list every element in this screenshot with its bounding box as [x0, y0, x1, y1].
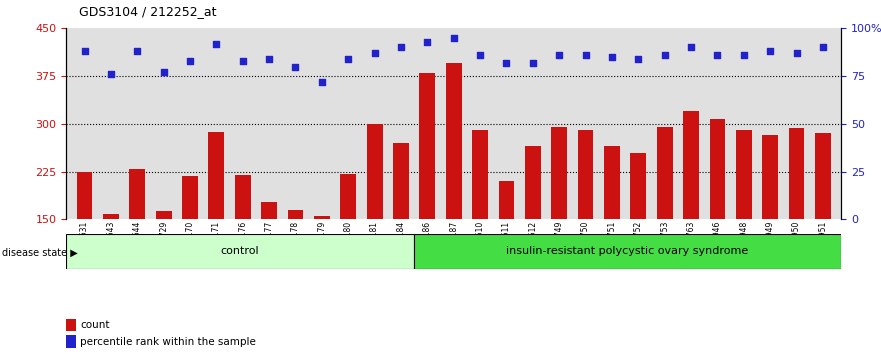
Bar — [578, 130, 594, 219]
Bar — [446, 63, 462, 219]
Bar — [156, 211, 172, 219]
Point — [210, 41, 224, 46]
Point — [684, 45, 698, 50]
Point — [236, 58, 250, 64]
Bar — [366, 124, 382, 219]
Bar — [656, 127, 672, 219]
Text: percentile rank within the sample: percentile rank within the sample — [80, 337, 255, 347]
Point — [262, 56, 276, 62]
Text: GDS3104 / 212252_at: GDS3104 / 212252_at — [79, 5, 217, 18]
Bar — [103, 215, 119, 219]
Point — [605, 54, 619, 60]
Point — [394, 45, 408, 50]
Bar — [413, 234, 841, 269]
Point — [341, 56, 355, 62]
Bar — [66, 234, 413, 269]
Point — [447, 35, 461, 41]
Text: control: control — [220, 246, 259, 256]
Point — [367, 50, 381, 56]
Point — [657, 52, 671, 58]
Bar — [762, 135, 778, 219]
Point — [183, 58, 197, 64]
Bar — [604, 146, 620, 219]
Bar — [472, 130, 488, 219]
Point — [315, 79, 329, 85]
Bar — [261, 202, 277, 219]
Point — [632, 56, 646, 62]
Bar — [182, 176, 198, 219]
Bar — [209, 132, 225, 219]
Point — [500, 60, 514, 65]
Bar — [287, 210, 303, 219]
Bar — [736, 130, 751, 219]
Point — [420, 39, 434, 45]
Bar — [314, 216, 329, 219]
Point — [526, 60, 540, 65]
Text: insulin-resistant polycystic ovary syndrome: insulin-resistant polycystic ovary syndr… — [507, 246, 749, 256]
Bar — [683, 111, 699, 219]
Text: disease state ▶: disease state ▶ — [2, 248, 78, 258]
Point — [710, 52, 724, 58]
Point — [78, 48, 92, 54]
Bar — [631, 153, 647, 219]
Point — [473, 52, 487, 58]
Bar — [340, 173, 356, 219]
Bar — [815, 133, 831, 219]
Point — [130, 48, 144, 54]
Point — [763, 48, 777, 54]
Bar — [77, 172, 93, 219]
Point — [104, 72, 118, 77]
Bar — [419, 73, 435, 219]
Bar — [66, 319, 76, 331]
Bar — [130, 169, 145, 219]
Point — [579, 52, 593, 58]
Point — [737, 52, 751, 58]
Bar — [393, 143, 409, 219]
Bar — [66, 335, 76, 348]
Bar — [235, 175, 251, 219]
Point — [157, 69, 171, 75]
Point — [789, 50, 803, 56]
Point — [552, 52, 566, 58]
Bar — [525, 146, 541, 219]
Text: count: count — [80, 320, 109, 330]
Point — [288, 64, 302, 69]
Bar — [709, 119, 725, 219]
Bar — [788, 129, 804, 219]
Bar — [499, 181, 515, 219]
Bar — [552, 127, 567, 219]
Point — [816, 45, 830, 50]
